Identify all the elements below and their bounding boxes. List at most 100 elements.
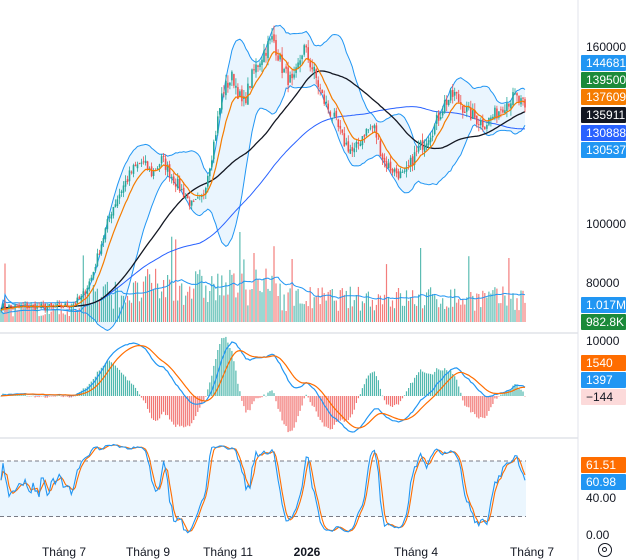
stochastic-axis[interactable]: 40.00 0.00 xyxy=(586,491,616,542)
macd-histogram-bar xyxy=(474,396,476,415)
macd-histogram-bar xyxy=(448,371,450,396)
volume-bar xyxy=(510,298,512,322)
candle-body xyxy=(235,85,237,88)
volume-bar xyxy=(410,297,412,322)
volume-bar xyxy=(275,283,277,322)
candle-body xyxy=(399,171,402,178)
candle-body xyxy=(353,148,356,153)
macd-histogram-bar xyxy=(265,395,267,397)
macd-histogram-bar xyxy=(239,391,241,396)
candle-body xyxy=(58,303,60,304)
macd-histogram-bar xyxy=(151,396,153,419)
candle-body xyxy=(385,161,388,168)
macd-histogram-bar xyxy=(90,381,92,396)
candle-body xyxy=(176,178,179,188)
macd-histogram-bar xyxy=(149,396,151,413)
macd-histogram-bar xyxy=(134,387,137,396)
macd-histogram-bar xyxy=(393,396,396,406)
settings-gear-icon[interactable] xyxy=(598,543,612,557)
volume-bar xyxy=(305,301,307,322)
candle-body xyxy=(512,92,514,106)
volume-bar xyxy=(161,291,163,322)
macd-axis[interactable]: 10000 xyxy=(586,334,620,348)
candle-body xyxy=(247,83,249,105)
volume-bar xyxy=(255,269,257,322)
macd-histogram-bar xyxy=(359,394,361,396)
candle-body xyxy=(237,87,239,99)
candle-body xyxy=(170,176,173,179)
macd-histogram-bar xyxy=(269,391,271,396)
volume-bar xyxy=(456,302,458,322)
macd-histogram-bar xyxy=(504,393,506,396)
candle-body xyxy=(337,119,340,128)
time-axis[interactable]: Tháng 7 Tháng 9 Tháng 11 2026 Tháng 4 Tháng 7 xyxy=(42,545,554,559)
macd-pane[interactable] xyxy=(0,336,526,433)
volume-bar xyxy=(231,274,233,322)
volume-bar xyxy=(269,290,271,322)
macd-histogram-bar xyxy=(339,396,341,421)
candle-body xyxy=(205,188,207,195)
volume-bar xyxy=(235,297,237,322)
price-axis[interactable]: 160000 100000 80000 xyxy=(586,40,626,290)
volume-bar xyxy=(265,268,267,322)
volume-bar xyxy=(253,253,255,322)
candle-body xyxy=(48,304,50,307)
stochastic-pane[interactable] xyxy=(0,443,526,534)
macd-histogram-bar xyxy=(275,396,277,402)
volume-bar xyxy=(514,309,516,322)
macd-histogram-bar xyxy=(104,363,106,396)
macd-histogram-bar xyxy=(279,396,281,412)
macd-histogram-bar xyxy=(140,396,143,398)
candle-body xyxy=(112,207,115,216)
volume-bar xyxy=(66,311,68,322)
candle-body xyxy=(441,111,444,116)
candle-body xyxy=(132,165,135,174)
volume-tag: 1.017M xyxy=(581,297,626,313)
volume-bar xyxy=(229,269,231,322)
macd-histogram-bar xyxy=(379,388,381,396)
macd-tags: 1540 1397 −144 xyxy=(581,355,626,405)
volume-bar xyxy=(46,307,48,322)
volume-bar xyxy=(197,274,199,322)
candle-body xyxy=(331,118,334,119)
volume-bar xyxy=(251,289,253,322)
macd-histogram-bar xyxy=(251,396,253,405)
volume-bar xyxy=(217,273,219,322)
candle-body xyxy=(22,304,24,306)
candle-body xyxy=(207,175,209,187)
volume-bar xyxy=(98,299,100,322)
candle-body xyxy=(510,103,512,109)
volume-bar xyxy=(225,282,227,322)
volume-bar xyxy=(54,309,56,322)
volume-bar xyxy=(68,316,70,322)
price-tag-ma-label: 135911 xyxy=(586,108,625,122)
volume-bar xyxy=(500,303,502,322)
macd-histogram-bar xyxy=(211,375,213,396)
volume-bar xyxy=(508,258,510,322)
macd-histogram-bar xyxy=(323,396,325,427)
volume-bar xyxy=(371,299,373,322)
macd-histogram-bar xyxy=(225,336,227,396)
price-tag-last-price-label: 139500 xyxy=(586,73,626,87)
volume-bar xyxy=(524,302,526,322)
candle-body xyxy=(462,105,464,113)
macd-histogram-bar xyxy=(231,350,233,396)
volume-bar xyxy=(512,293,514,322)
volume-bar xyxy=(506,305,508,322)
macd-histogram-bar xyxy=(498,396,500,397)
volume-bar xyxy=(494,287,496,322)
volume-bar xyxy=(199,269,201,322)
candle-body xyxy=(4,303,6,309)
candle-body xyxy=(447,99,450,105)
macd-histogram-bar xyxy=(472,396,474,412)
price-pane[interactable] xyxy=(0,24,526,331)
volume-bar xyxy=(14,305,16,322)
volume-bar xyxy=(20,306,22,322)
candle-body xyxy=(339,125,342,129)
macd-histogram-bar xyxy=(18,394,20,396)
macd-histogram-bar xyxy=(383,396,386,401)
candle-body xyxy=(453,92,456,96)
volume-bar xyxy=(187,291,189,322)
volume-bar xyxy=(134,281,137,322)
macd-histogram-bar xyxy=(36,396,38,397)
